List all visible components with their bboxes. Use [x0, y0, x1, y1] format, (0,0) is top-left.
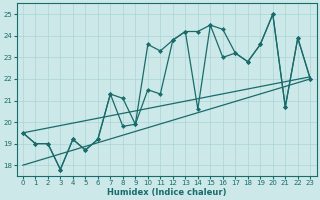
X-axis label: Humidex (Indice chaleur): Humidex (Indice chaleur)	[107, 188, 226, 197]
